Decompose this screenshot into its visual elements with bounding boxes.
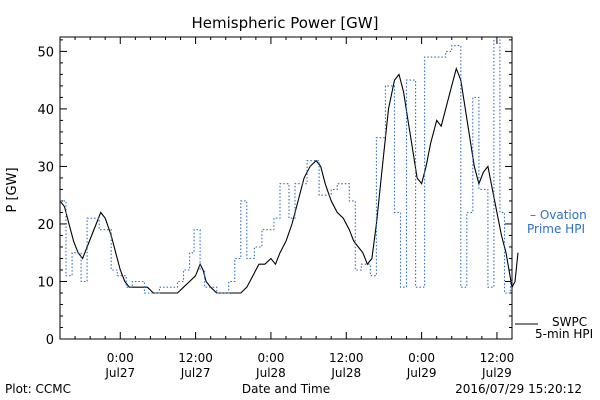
y-tick-label: 30: [37, 160, 54, 175]
x-tick-date-label: Jul28: [330, 366, 361, 380]
x-tick-time-label: 0:00: [107, 351, 134, 365]
x-tick-date-label: Jul27: [104, 366, 135, 380]
x-tick-date-label: Jul27: [180, 366, 211, 380]
x-tick-date-label: Jul29: [481, 366, 512, 380]
footer-plot-source: Plot: CCMC: [5, 382, 71, 396]
series-ovation-line: [60, 39, 518, 294]
x-tick-time-label: 12:00: [329, 351, 364, 365]
y-tick-label: 40: [37, 103, 54, 118]
x-axis: 0:00Jul2712:00Jul270:00Jul2812:00Jul280:…: [59, 37, 515, 380]
chart-title: Hemispheric Power [GW]: [192, 14, 379, 32]
series-layer: [59, 39, 519, 294]
x-tick-time-label: 0:00: [257, 351, 284, 365]
y-axis-label: P [GW]: [5, 167, 20, 212]
y-tick-label: 50: [37, 45, 54, 60]
legend: – Ovation Prime HPI SWPC 5-min HPI: [515, 208, 593, 341]
x-tick-date-label: Jul28: [255, 366, 286, 380]
x-tick-date-label: Jul29: [406, 366, 437, 380]
legend-swpc-label-line2: 5-min HPI: [535, 327, 593, 341]
legend-swpc-label: SWPC: [552, 315, 587, 329]
y-tick-label: 0: [46, 333, 54, 348]
y-tick-label: 20: [37, 218, 54, 233]
legend-ovation-label-line2: Prime HPI: [527, 222, 585, 236]
y-axis: 0 10 20 30 40 50: [37, 39, 512, 348]
x-tick-time-label: 12:00: [480, 351, 515, 365]
plot-frame: [59, 36, 513, 340]
x-tick-time-label: 12:00: [178, 351, 213, 365]
series-swpc-line: [59, 66, 519, 294]
x-tick-time-label: 0:00: [408, 351, 435, 365]
x-axis-label: Date and Time: [242, 382, 330, 396]
footer-timestamp: 2016/07/29 15:20:12: [455, 382, 582, 396]
legend-ovation-label: – Ovation: [530, 208, 587, 222]
y-tick-label: 10: [37, 275, 54, 290]
